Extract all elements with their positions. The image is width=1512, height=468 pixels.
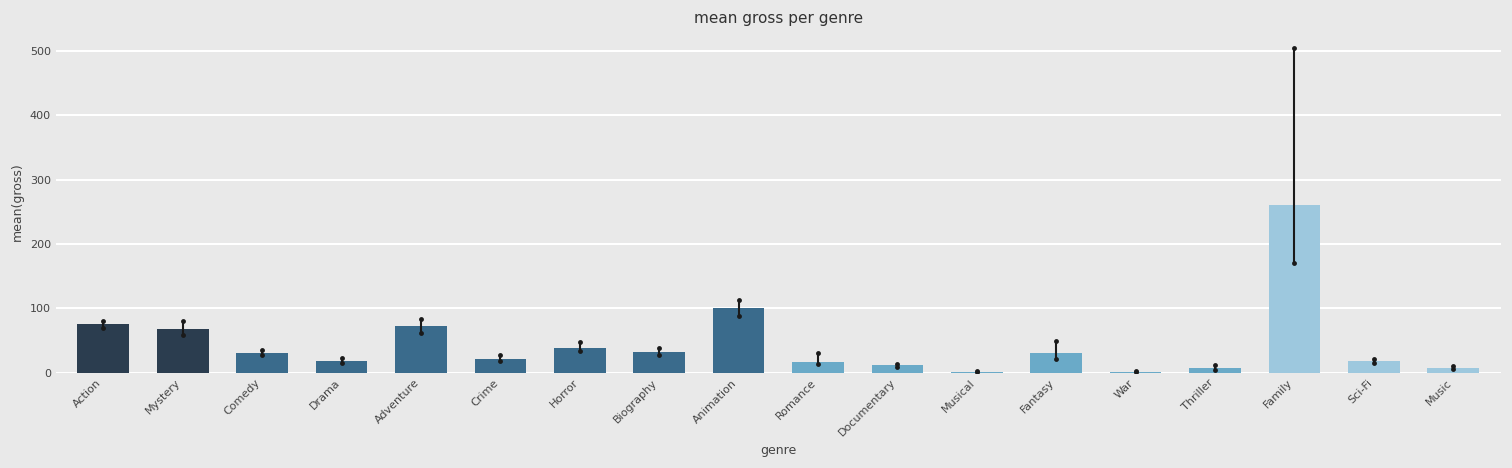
Bar	[475, 358, 526, 373]
Bar	[792, 362, 844, 373]
Bar	[236, 353, 287, 373]
Bar	[1110, 372, 1161, 373]
Bar	[395, 326, 446, 373]
X-axis label: genre: genre	[761, 444, 797, 457]
Bar	[634, 352, 685, 373]
Bar	[157, 329, 209, 373]
Title: mean gross per genre: mean gross per genre	[694, 11, 863, 26]
Bar	[1269, 205, 1320, 373]
Y-axis label: mean(gross): mean(gross)	[11, 163, 24, 241]
Bar	[553, 348, 606, 373]
Bar	[712, 308, 765, 373]
Bar	[1030, 353, 1083, 373]
Bar	[316, 361, 367, 373]
Bar	[871, 365, 924, 373]
Bar	[77, 324, 129, 373]
Bar	[951, 372, 1002, 373]
Bar	[1427, 367, 1479, 373]
Bar	[1190, 367, 1241, 373]
Bar	[1349, 361, 1400, 373]
